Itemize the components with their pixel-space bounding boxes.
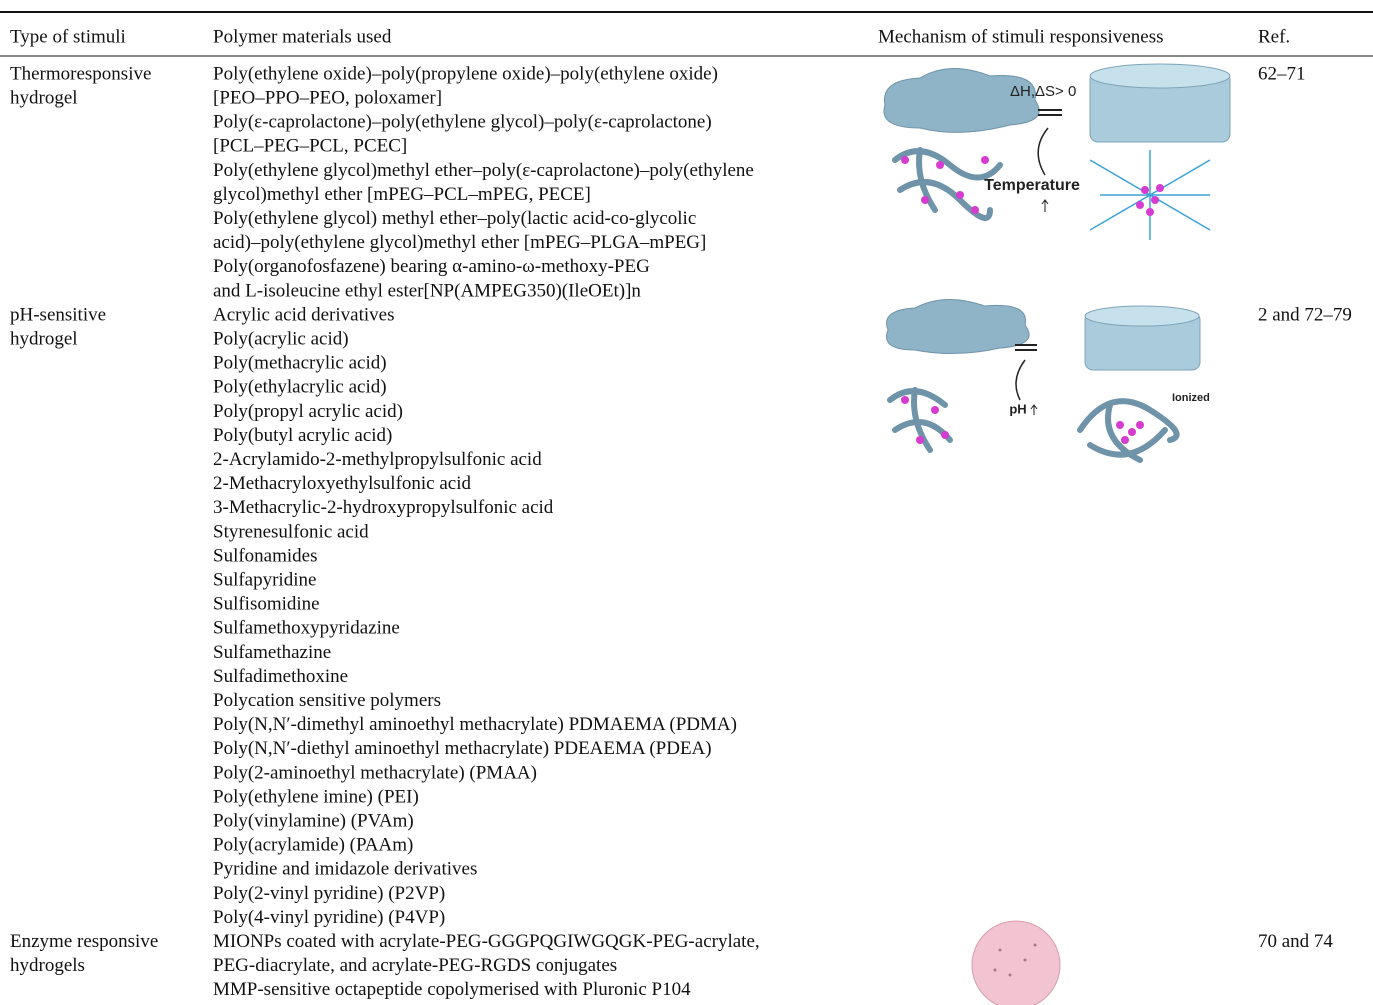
material: PEG-diacrylate, and acrylate-PEG-RGDS co… bbox=[213, 955, 617, 976]
material: Poly(ε-caprolactone)–poly(ethylene glyco… bbox=[213, 112, 712, 133]
material: Poly(acrylic acid) bbox=[213, 328, 349, 349]
material: 3-Methacrylic-2-hydroxypropylsulfonic ac… bbox=[213, 497, 554, 518]
stimulus: Thermoresponsive bbox=[10, 63, 151, 84]
material: MIONPs coated with acrylate-PEG-GGGPQGIW… bbox=[213, 931, 760, 952]
material: [PCL–PEG–PCL, PCEC] bbox=[213, 136, 407, 157]
material: Poly(2-aminoethyl methacrylate) (PMAA) bbox=[213, 762, 537, 783]
material: Poly(N,N′-diethyl aminoethyl methacrylat… bbox=[213, 738, 712, 759]
material: Poly(propyl acrylic acid) bbox=[213, 401, 403, 422]
material: Poly(butyl acrylic acid) bbox=[213, 425, 392, 446]
material: MMP-sensitive octapeptide copolymerised … bbox=[213, 979, 691, 1000]
material: acid)–poly(ethylene glycol)methyl ether … bbox=[213, 232, 706, 253]
figure-label: pH bbox=[1009, 401, 1026, 416]
ref: 62–71 bbox=[1258, 63, 1306, 84]
material: Sulfonamides bbox=[213, 545, 318, 566]
stimulus: hydrogel bbox=[10, 328, 78, 349]
material: Poly(N,N′-dimethyl aminoethyl methacryla… bbox=[213, 714, 737, 735]
enzyme-figure bbox=[971, 920, 1061, 1005]
material: Poly(ethylene imine) (PEI) bbox=[213, 786, 419, 807]
figure-label: Temperature bbox=[984, 177, 1080, 194]
material: Pyridine and imidazole derivatives bbox=[213, 859, 477, 880]
material: Poly(ethylene glycol)methyl ether–poly(ε… bbox=[213, 160, 754, 181]
material: Acrylic acid derivatives bbox=[213, 304, 394, 325]
figure-label: Ionized bbox=[1172, 392, 1210, 404]
header-ref: Ref. bbox=[1258, 26, 1290, 47]
stimulus: pH-sensitive bbox=[10, 304, 106, 325]
material: Poly(ethylacrylic acid) bbox=[213, 377, 387, 398]
material: [PEO–PPO–PEO, poloxamer] bbox=[213, 87, 442, 108]
ph-figure: pH Ionized bbox=[886, 298, 1210, 463]
material: Sulfisomidine bbox=[213, 594, 320, 615]
stimulus: hydrogel bbox=[10, 87, 78, 108]
figure-label: ΔH,ΔS> 0 bbox=[1010, 83, 1076, 100]
ref: 2 and 72–79 bbox=[1258, 304, 1352, 325]
material: Poly(4-vinyl pyridine) (P4VP) bbox=[213, 907, 445, 928]
stimulus: Enzyme responsive bbox=[10, 931, 158, 952]
material: Poly(2-vinyl pyridine) (P2VP) bbox=[213, 883, 445, 904]
material: Poly(ethylene glycol) methyl ether–poly(… bbox=[213, 208, 696, 229]
material: Poly(ethylene oxide)–poly(propylene oxid… bbox=[213, 63, 718, 84]
header-mechanism: Mechanism of stimuli responsiveness bbox=[878, 26, 1164, 47]
material: Polycation sensitive polymers bbox=[213, 690, 441, 711]
material: Poly(organofosfazene) bearing α-amino-ω-… bbox=[213, 256, 650, 277]
material: Sulfapyridine bbox=[213, 569, 316, 590]
material: Styrenesulfonic acid bbox=[213, 521, 369, 542]
material: Poly(methacrylic acid) bbox=[213, 353, 387, 374]
material: 2-Methacryloxyethylsulfonic acid bbox=[213, 473, 472, 494]
material: Poly(acrylamide) (PAAm) bbox=[213, 835, 413, 856]
thermo-figure: ΔH,ΔS> 0 Temperature bbox=[883, 63, 1231, 240]
material: glycol)methyl ether [mPEG–PCL–mPEG, PECE… bbox=[213, 184, 591, 205]
material: Sulfamethoxypyridazine bbox=[213, 618, 400, 639]
header-materials: Polymer materials used bbox=[213, 26, 392, 47]
material: Sulfadimethoxine bbox=[213, 666, 348, 687]
material: 2-Acrylamido-2-methylpropylsulfonic acid bbox=[213, 449, 542, 470]
header-stimulus: Type of stimuli bbox=[10, 26, 126, 47]
material: Sulfamethazine bbox=[213, 642, 331, 663]
material: and L-isoleucine ethyl ester[NP(AMPEG350… bbox=[213, 280, 641, 301]
ref: 70 and 74 bbox=[1258, 931, 1333, 952]
stimulus: hydrogels bbox=[10, 955, 85, 976]
material: Poly(vinylamine) (PVAm) bbox=[213, 810, 414, 831]
